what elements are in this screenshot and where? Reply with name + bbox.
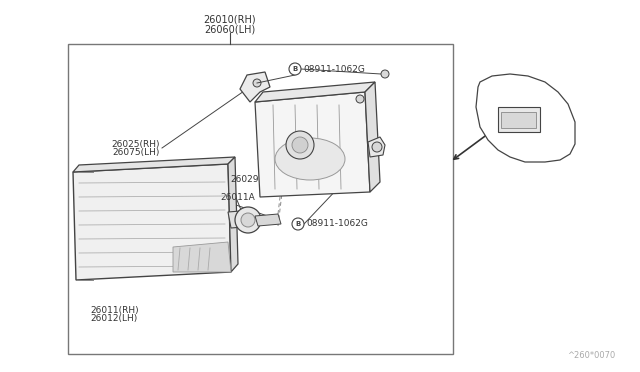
Text: B: B	[292, 66, 298, 72]
PathPatch shape	[476, 74, 575, 162]
Polygon shape	[368, 137, 385, 157]
Circle shape	[356, 95, 364, 103]
Polygon shape	[255, 82, 375, 102]
Text: 26011A: 26011A	[220, 192, 255, 202]
Text: 08911-1062G: 08911-1062G	[306, 219, 368, 228]
Circle shape	[372, 142, 382, 152]
Ellipse shape	[275, 138, 345, 180]
Circle shape	[235, 207, 261, 233]
Circle shape	[241, 213, 255, 227]
Text: 26075(LH): 26075(LH)	[113, 148, 160, 157]
Polygon shape	[255, 92, 370, 197]
Text: ^260*0070: ^260*0070	[567, 351, 615, 360]
Text: 26010(RH): 26010(RH)	[204, 15, 256, 25]
Polygon shape	[255, 214, 281, 226]
Circle shape	[289, 63, 301, 75]
Polygon shape	[365, 82, 380, 192]
Circle shape	[286, 131, 314, 159]
Polygon shape	[73, 164, 231, 280]
Circle shape	[253, 79, 261, 87]
Polygon shape	[228, 157, 238, 272]
Bar	[498, 107, 540, 132]
Text: 26060(LH): 26060(LH)	[204, 24, 255, 34]
Text: 26025(RH): 26025(RH)	[111, 140, 160, 148]
Text: 08911-1062G: 08911-1062G	[303, 64, 365, 74]
Circle shape	[292, 137, 308, 153]
Polygon shape	[228, 210, 258, 228]
Circle shape	[292, 218, 304, 230]
Text: 26011(RH): 26011(RH)	[90, 305, 139, 314]
Text: 26012(LH): 26012(LH)	[90, 314, 137, 324]
Bar	[501, 112, 536, 128]
Circle shape	[381, 70, 389, 78]
Bar	[68, 44, 453, 354]
Polygon shape	[240, 72, 270, 102]
Polygon shape	[73, 157, 235, 172]
Text: 26029: 26029	[230, 176, 259, 185]
Text: B: B	[296, 221, 301, 227]
Polygon shape	[173, 242, 231, 272]
